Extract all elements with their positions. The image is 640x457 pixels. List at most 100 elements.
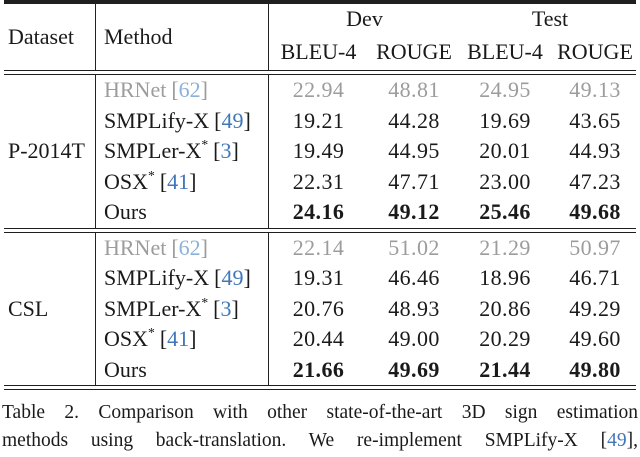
citation-bracket: [ <box>171 77 179 103</box>
method-label: SMPLer-X <box>104 138 202 164</box>
metric-value: 19.49 <box>268 136 368 167</box>
citation-bracket: ] <box>200 234 208 260</box>
method-label: SMPLify-X <box>104 265 210 291</box>
metric-value: 21.66 <box>268 354 368 385</box>
citation-bracket: [ <box>213 295 221 321</box>
table-header: Dataset Method Dev Test BLEU-4 ROUGE BLE… <box>0 4 640 70</box>
metric-value: 50.97 <box>569 234 621 260</box>
metric-value: 20.29 <box>479 326 531 352</box>
citation-bracket: [ <box>213 138 221 164</box>
method-label: Ours <box>104 199 147 225</box>
citation: [49] <box>214 265 251 291</box>
citation: [3] <box>213 296 239 322</box>
method-label: Ours <box>104 356 147 382</box>
dataset-block-p2014t: P-2014T HRNet [62] 22.94 48.81 24.95 49.1… <box>0 75 640 228</box>
metric-value: 20.01 <box>479 138 531 164</box>
citation: [3] <box>213 138 239 164</box>
metric-value: 20.86 <box>479 295 531 321</box>
metric-value: 19.31 <box>268 263 368 294</box>
method-cell: HRNet [62] <box>95 232 268 263</box>
metric-value: 19.69 <box>479 107 531 133</box>
method-cell: HRNet [62] <box>95 75 268 106</box>
metric-value: 24.16 <box>268 197 368 228</box>
metric-value: 51.02 <box>388 234 440 260</box>
column-header-method: Method <box>95 4 268 70</box>
metric-value: 49.12 <box>388 199 440 225</box>
column-header-bleu4-dev: BLEU-4 <box>268 33 368 70</box>
method-cell: SMPLer-X * [3] <box>95 136 268 167</box>
metric-value: 49.29 <box>569 295 621 321</box>
metric-value: 23.00 <box>479 168 531 194</box>
metric-value: 25.46 <box>479 199 531 225</box>
method-label: SMPLify-X <box>104 107 210 133</box>
metric-value: 22.14 <box>268 232 368 263</box>
method-cell: Ours <box>95 197 268 228</box>
citation-bracket: [ <box>214 107 222 133</box>
caption-text: methods using back-translation. We re-im… <box>2 430 601 451</box>
metric-value: 49.68 <box>569 199 621 225</box>
method-label: HRNet <box>104 234 167 260</box>
method-label: HRNet <box>104 77 167 103</box>
citation-bracket: ], <box>626 430 638 451</box>
method-label: OSX <box>104 168 149 194</box>
citation-link[interactable]: 62 <box>178 234 201 260</box>
method-cell: SMPLify-X [49] <box>95 105 268 136</box>
citation-bracket: [ <box>159 326 168 352</box>
citation-bracket: ] <box>231 295 239 321</box>
metric-value: 44.28 <box>388 107 440 133</box>
method-label: OSX <box>104 326 149 352</box>
method-cell: OSX * [41] <box>95 166 268 197</box>
citation-bracket: ] <box>243 265 251 291</box>
dataset-label: CSL <box>8 295 49 321</box>
citation-bracket: ] <box>189 168 197 194</box>
citation-link[interactable]: 49 <box>221 265 244 291</box>
citation-bracket: ] <box>189 326 197 352</box>
citation-bracket: ] <box>243 107 251 133</box>
column-header-rouge-test: ROUGE <box>557 38 633 64</box>
method-cell: Ours <box>95 354 268 385</box>
metric-value: 49.69 <box>388 356 440 382</box>
caption-line: methods using back-translation. We re-im… <box>2 427 638 455</box>
caption-citation-link[interactable]: 49 <box>607 430 627 451</box>
metric-value: 21.29 <box>479 234 531 260</box>
citation-bracket: ] <box>200 77 208 103</box>
metric-value: 20.44 <box>268 324 368 355</box>
metric-value: 49.80 <box>569 356 621 382</box>
metric-value: 47.71 <box>388 168 440 194</box>
citation-bracket: ] <box>231 138 239 164</box>
citation-bracket: [ <box>159 168 168 194</box>
citation-link[interactable]: 41 <box>167 326 190 352</box>
table-caption: Table 2. Comparison with other state-of-… <box>0 390 640 455</box>
metric-value: 19.21 <box>268 105 368 136</box>
caption-line: Table 2. Comparison with other state-of-… <box>2 402 638 423</box>
citation-link[interactable]: 3 <box>220 138 232 164</box>
metric-value: 49.00 <box>388 326 440 352</box>
citation-link[interactable]: 41 <box>167 168 190 194</box>
metric-value: 44.95 <box>388 138 440 164</box>
citation-link[interactable]: 3 <box>220 295 232 321</box>
metric-value: 44.93 <box>569 138 621 164</box>
column-group-test: Test <box>531 5 569 31</box>
method-label: SMPLer-X <box>104 295 202 321</box>
dataset-block-csl: CSL HRNet [62] 22.14 51.02 21.29 50.97 SM… <box>0 232 640 385</box>
table-rule-top <box>4 0 636 4</box>
citation: [62] <box>171 235 208 261</box>
metric-value: 49.60 <box>569 326 621 352</box>
column-header-bleu4-test: BLEU-4 <box>467 38 543 64</box>
method-cell: SMPLer-X * [3] <box>95 293 268 324</box>
metric-value: 46.71 <box>569 265 621 291</box>
metric-value: 22.31 <box>268 166 368 197</box>
citation-link[interactable]: 62 <box>178 77 201 103</box>
method-cell: SMPLify-X [49] <box>95 263 268 294</box>
metric-value: 20.76 <box>268 293 368 324</box>
metric-value: 49.13 <box>569 77 621 103</box>
citation-link[interactable]: 49 <box>221 107 244 133</box>
citation: [49] <box>214 108 251 134</box>
table-rule-header <box>4 70 636 75</box>
dataset-label: P-2014T <box>8 138 85 164</box>
column-header-dataset: Dataset <box>8 24 74 49</box>
citation: [41] <box>160 169 197 195</box>
table-rule-mid <box>4 227 636 233</box>
metric-value: 22.94 <box>268 75 368 106</box>
